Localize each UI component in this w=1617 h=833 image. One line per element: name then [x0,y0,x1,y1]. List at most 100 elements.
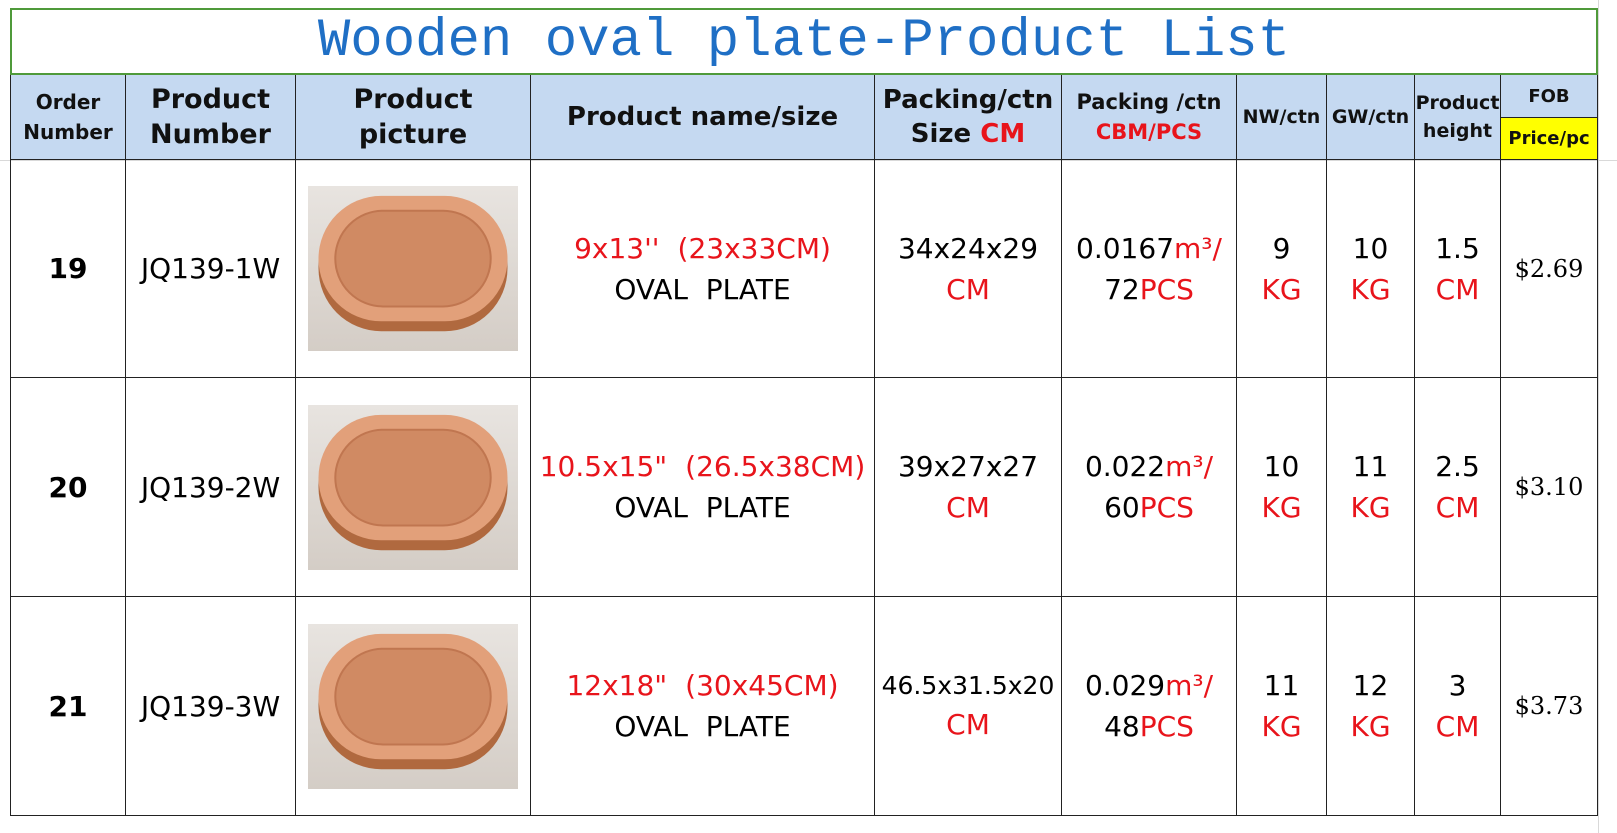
header-text: Product [1415,92,1500,114]
data-cell: 12x18" (30x45CM) OVAL PLATE [531,597,875,816]
weight-unit: KG [1261,272,1302,306]
cbm-unit: m³/ [1165,669,1214,702]
header-text: FOB [1528,85,1570,107]
order-number: 19 [48,252,88,285]
data-cell: 1.5 CM [1415,160,1501,378]
carton-unit: CM [946,708,990,741]
carton-size: 34x24x29 [897,231,1039,265]
header-text: CBM/PCS [1095,120,1203,144]
product-picture [308,623,518,789]
data-cell: 21 [10,597,126,816]
size-inch: 9x13'' [574,231,660,265]
product-height: 2.5 [1435,450,1480,483]
header-cell: Product picture [296,75,531,160]
product-number: JQ139-3W [140,689,281,723]
net-weight: 9 [1272,231,1291,265]
header-text: CM [980,119,1026,149]
header-text: Product name/size [566,102,839,132]
data-cell: $2.69 [1501,160,1598,378]
order-number: 21 [48,689,88,723]
cbm: 0.029 [1084,669,1166,702]
header-text: picture [358,119,468,150]
header-text: Product [150,84,271,115]
weight-unit: KG [1350,710,1391,743]
weight-unit: KG [1261,710,1302,743]
pcs-unit: PCS [1139,491,1194,524]
sheet-gridline [0,160,1617,161]
data-cell: 19 [10,160,126,378]
data-cell: 10 KG [1237,378,1327,597]
product-height: 3 [1448,669,1467,702]
size-cm: (30x45CM) [685,669,839,702]
data-cell: 11 KG [1327,378,1415,597]
pcs: 72 [1104,272,1140,306]
data-cell: 39x27x27 CM [875,378,1062,597]
weight-unit: KG [1350,272,1391,306]
header-cell: Product Number [126,75,296,160]
title: Wooden oval plate-Product List [10,8,1598,75]
cbm: 0.0167 [1076,231,1175,265]
data-cell: JQ139-2W [126,378,296,597]
gross-weight: 11 [1352,450,1389,483]
data-cell: 0.022m³/60PCS [1062,378,1237,597]
pcs: 48 [1104,710,1140,743]
data-cell: $3.73 [1501,597,1598,816]
weight-unit: KG [1261,491,1302,524]
header-cell: GW/ctn [1327,75,1415,160]
height-unit: CM [1435,710,1480,743]
weight-unit: KG [1350,491,1391,524]
header-cell: Packing/ctn Size CM [875,75,1062,160]
header-text: Packing /ctn [1076,90,1222,114]
gross-weight: 10 [1352,231,1389,265]
net-weight: 11 [1263,669,1300,702]
price: $3.10 [1514,473,1584,501]
data-cell: 11 KG [1237,597,1327,816]
carton-size: 39x27x27 [897,450,1039,483]
header-cell: Packing /ctn CBM/PCS [1062,75,1237,160]
data-cell: 0.0167m³/72PCS [1062,160,1237,378]
size-inch: 10.5x15" [539,450,668,483]
header-text: Number [23,120,113,144]
header-text: Packing/ctn [882,85,1054,115]
size-cm: (26.5x38CM) [685,450,866,483]
data-cell: 3 CM [1415,597,1501,816]
data-cell: JQ139-3W [126,597,296,816]
gross-weight: 12 [1352,669,1389,702]
height-unit: CM [1435,491,1480,524]
data-cell: 0.029m³/48PCS [1062,597,1237,816]
pcs-unit: PCS [1139,272,1194,306]
data-cell: 2.5 CM [1415,378,1501,597]
product-height: 1.5 [1435,231,1480,265]
product-number: JQ139-1W [140,252,281,285]
header-cell: Order Number [10,75,126,160]
sheet-gridline [1598,0,1599,833]
data-cell: 10.5x15" (26.5x38CM) OVAL PLATE [531,378,875,597]
header-text: GW/ctn [1331,106,1410,128]
product-name: OVAL PLATE [614,710,791,743]
data-cell [296,597,531,816]
data-cell [296,378,531,597]
net-weight: 10 [1263,450,1300,483]
data-cell: JQ139-1W [126,160,296,378]
header-text: Size [910,119,972,149]
header-cell: Product name/size [531,75,875,160]
header-text: Order [35,90,101,114]
carton-unit: CM [946,491,990,524]
order-number: 20 [48,470,88,504]
header-cell: FOB Price/pc [1501,75,1598,160]
data-cell: 34x24x29 CM [875,160,1062,378]
data-cell: 12 KG [1327,597,1415,816]
data-cell: 9 KG [1237,160,1327,378]
cbm-unit: m³/ [1174,231,1222,265]
header-cell: NW/ctn [1237,75,1327,160]
carton-size: 46.5x31.5x20 [881,671,1055,700]
product-name: OVAL PLATE [614,272,791,306]
data-cell: 20 [10,378,126,597]
header-text: Product [353,84,473,115]
size-cm: (23x33CM) [677,231,831,265]
carton-unit: CM [946,272,990,306]
header-cell: Product height [1415,75,1501,160]
price: $2.69 [1514,254,1584,283]
product-name: OVAL PLATE [614,491,791,524]
